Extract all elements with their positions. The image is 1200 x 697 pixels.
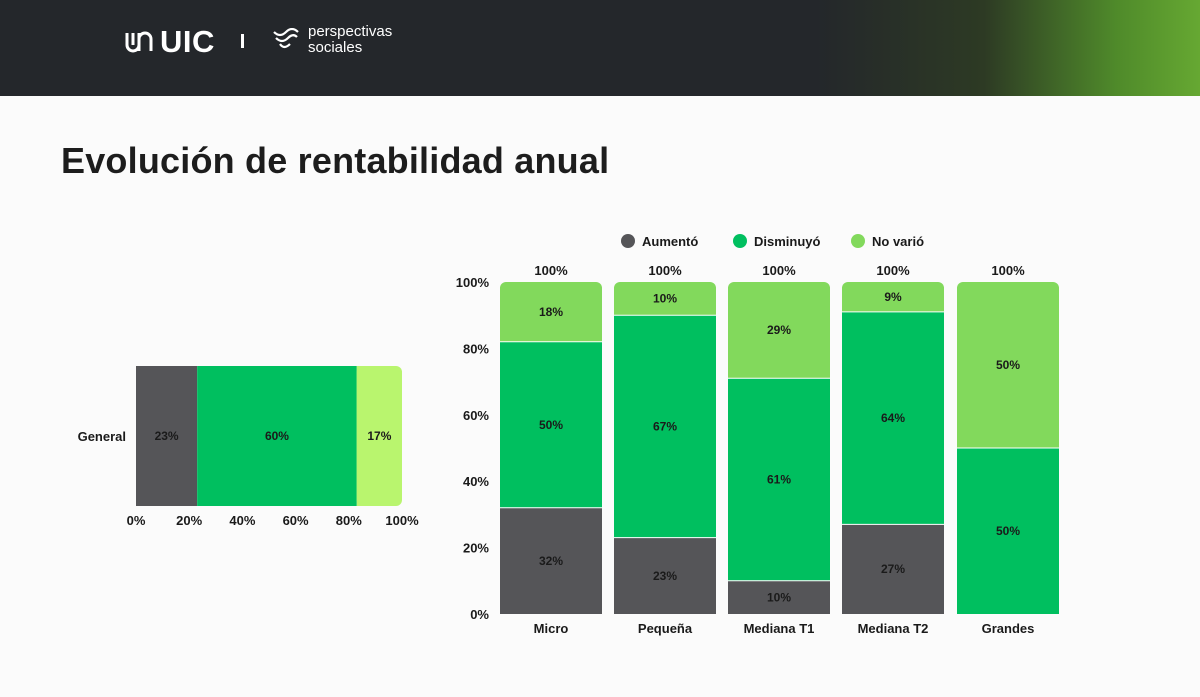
general-x-tick-4: 80%	[336, 513, 362, 528]
logo-line-1: perspectivas	[308, 23, 393, 40]
legend-swatch-3	[851, 234, 865, 248]
general-x-tick-2: 40%	[229, 513, 255, 528]
bar-2-segment-1	[728, 580, 830, 614]
general-bar-segment-3-join	[356, 366, 365, 506]
bar-0-label-3: 18%	[539, 305, 563, 319]
y-tick-2: 40%	[463, 474, 489, 489]
bar-1-segment-2	[614, 315, 716, 538]
x-category-1: Pequeña	[638, 621, 693, 636]
bar-4-label-3: 50%	[996, 358, 1020, 372]
bar-1-label-3: 10%	[653, 292, 677, 306]
perspectivas-sociales-logo[interactable]: perspectivas sociales	[272, 24, 392, 56]
general-bar-label-2: 60%	[265, 429, 289, 443]
legend-swatch-1	[621, 234, 635, 248]
uic-logo-icon	[125, 31, 153, 53]
y-tick-0: 0%	[470, 607, 489, 622]
legend-label-1: Aumentó	[642, 234, 698, 249]
bar-3-segment-2	[842, 311, 944, 525]
bar-0-label-1: 32%	[539, 554, 563, 568]
general-bar-segment-3	[356, 366, 402, 506]
bar-0-total: 100%	[534, 263, 568, 278]
bar-4-segment-3-fill	[957, 290, 1059, 448]
x-category-4: Grandes	[982, 621, 1035, 636]
general-x-tick-1: 20%	[176, 513, 202, 528]
uic-logo-text: UIC	[160, 24, 215, 59]
general-bar-segment-1	[136, 366, 198, 506]
bar-2-label-2: 61%	[767, 473, 791, 487]
uic-logo[interactable]: UIC	[124, 22, 215, 62]
bar-4-label-2: 50%	[996, 524, 1020, 538]
bar-4-total: 100%	[991, 263, 1025, 278]
legend-swatch-2	[733, 234, 747, 248]
y-tick-5: 100%	[456, 275, 490, 290]
bar-2-segment-2	[728, 378, 830, 581]
bar-1-total: 100%	[648, 263, 682, 278]
bar-2-label-3: 29%	[767, 323, 791, 337]
bar-3-label-1: 27%	[881, 562, 905, 576]
y-tick-3: 60%	[463, 408, 489, 423]
general-bar-label-1: 23%	[155, 429, 179, 443]
bar-0-segment-2	[500, 341, 602, 508]
perspectivas-sociales-text: perspectivas sociales	[308, 24, 392, 56]
x-category-3: Mediana T2	[858, 621, 929, 636]
bar-3-label-3: 9%	[884, 290, 902, 304]
bar-2-label-1: 10%	[767, 590, 791, 604]
x-category-2: Mediana T1	[744, 621, 815, 636]
bar-3-segment-1	[842, 524, 944, 614]
bar-4-segment-2	[957, 448, 1059, 614]
x-category-0: Micro	[534, 621, 569, 636]
bar-0-segment-1	[500, 507, 602, 614]
bar-3-segment-3-fill	[842, 290, 944, 312]
general-category-label: General	[78, 429, 126, 444]
bar-0-segment-3-fill	[500, 290, 602, 342]
legend-label-2: Disminuyó	[754, 234, 821, 249]
bar-1-segment-3-fill	[614, 290, 716, 316]
y-tick-4: 80%	[463, 341, 489, 356]
bar-1-label-1: 23%	[653, 569, 677, 583]
y-tick-1: 20%	[463, 541, 489, 556]
bar-0-label-2: 50%	[539, 418, 563, 432]
bar-1-segment-1	[614, 537, 716, 614]
general-x-tick-3: 60%	[283, 513, 309, 528]
wave-mark-icon	[273, 28, 299, 49]
logo-line-2: sociales	[308, 39, 363, 56]
bar-1-label-2: 67%	[653, 419, 677, 433]
bar-3-total: 100%	[876, 263, 910, 278]
legend-label-3: No varió	[872, 234, 924, 249]
bar-2-total: 100%	[762, 263, 796, 278]
bar-3-label-2: 64%	[881, 411, 905, 425]
bar-2-segment-3-fill	[728, 290, 830, 379]
general-x-tick-0: 0%	[127, 513, 146, 528]
logo-divider	[241, 34, 244, 48]
header-bar: UIC perspectivas sociales	[0, 0, 1200, 96]
page-title: Evolución de rentabilidad anual	[61, 140, 610, 181]
general-bar-label-3: 17%	[367, 429, 391, 443]
general-bar-segment-2	[197, 366, 357, 506]
general-x-tick-5: 100%	[385, 513, 419, 528]
